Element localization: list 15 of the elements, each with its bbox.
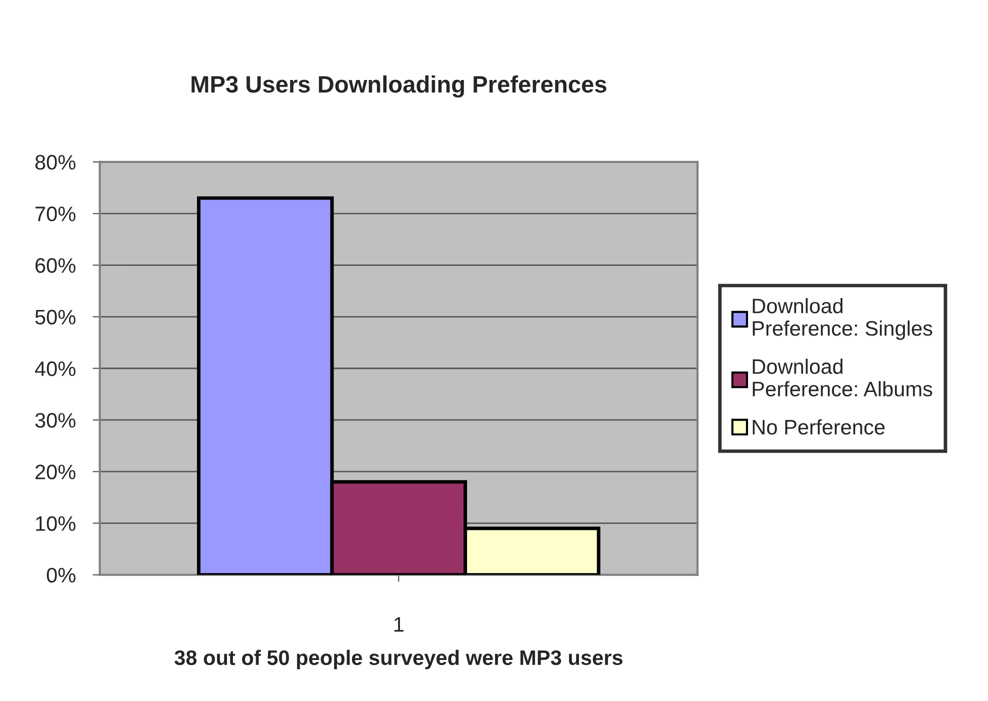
legend-label: Download Perference: Albums [752,358,932,396]
y-tick-label: 10% [36,516,76,531]
y-tick-label: 20% [36,464,76,480]
legend-label: No Perference [752,419,885,435]
y-tick-label: 0% [46,568,76,583]
y-tick-label: 60% [36,258,76,273]
y-tick-label: 50% [35,310,76,325]
y-tick-label: 80% [35,154,76,170]
x-tick-label: 1 [394,617,404,632]
y-tick-label: 30% [35,412,76,428]
legend-label: Download Preference: Singles [752,298,932,340]
y-tick-label: 70% [36,206,76,222]
x-axis-title: 38 out of 50 people surveyed were MP3 users [174,650,622,670]
chart-title: MP3 Users Downloading Preferences [192,75,606,98]
y-tick-label: 40% [34,361,76,376]
